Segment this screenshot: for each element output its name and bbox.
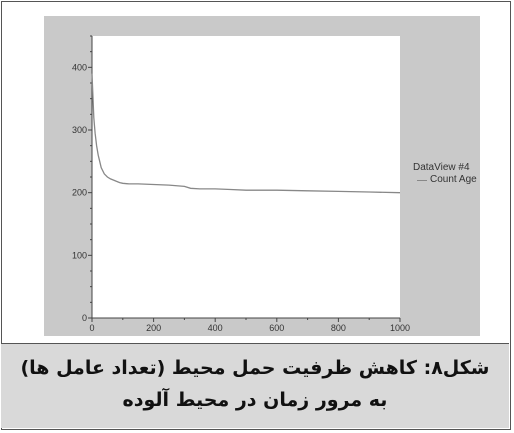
legend-entry: Count Age [413, 174, 477, 186]
caption-line-2: به مرور زمان در محیط آلوده [122, 389, 388, 411]
plot-area [92, 36, 400, 318]
y-tick-label: 200 [72, 188, 87, 198]
x-tick-label: 0 [89, 323, 94, 333]
chart-panel: 0 100 200 300 400 0 200 400 600 800 1000 DataView … [44, 16, 480, 336]
series-line-count-age [91, 73, 401, 194]
caption-line-1: شکل۸: کاهش ظرفیت حمل محیط (تعداد عامل ها… [20, 357, 490, 379]
y-tick-label: 400 [72, 62, 87, 72]
legend-label: Count Age [430, 174, 477, 185]
y-tick-label: 0 [82, 313, 87, 323]
x-tick-label: 200 [146, 323, 161, 333]
x-tick-label: 800 [331, 323, 346, 333]
legend: DataView #4 Count Age [413, 162, 477, 186]
figure-caption: شکل۸: کاهش ظرفیت حمل محیط (تعداد عامل ها… [1, 343, 509, 428]
x-tick-label: 400 [208, 323, 223, 333]
x-tick-label: 600 [269, 323, 284, 333]
y-tick-label: 300 [72, 125, 87, 135]
y-tick-label: 100 [72, 250, 87, 260]
legend-title: DataView #4 [413, 162, 470, 173]
line-chart: 0 100 200 300 400 0 200 400 600 800 1000 [72, 35, 410, 333]
x-tick-label: 1000 [390, 323, 410, 333]
legend-swatch [417, 179, 427, 181]
